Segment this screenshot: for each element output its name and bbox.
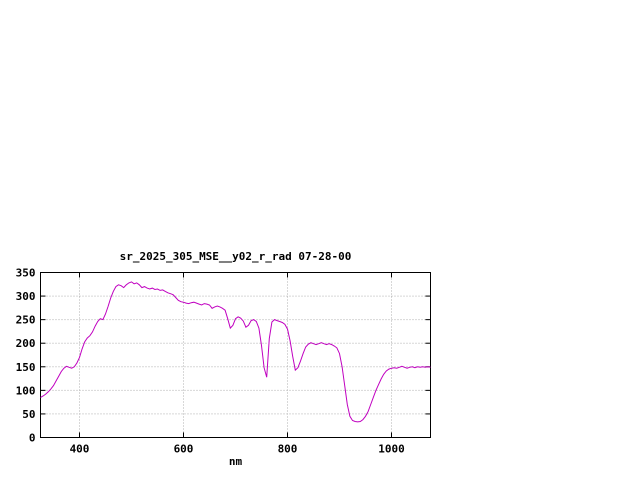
- y-tick-label: 150: [16, 361, 36, 374]
- y-tick-label: 250: [16, 314, 36, 327]
- x-tick-label: 600: [174, 443, 194, 456]
- x-axis-label: nm: [228, 455, 243, 468]
- x-tick-label: 400: [70, 443, 90, 456]
- x-tick-label: 800: [278, 443, 298, 456]
- y-tick-label: 300: [16, 290, 36, 303]
- series-line: [40, 281, 431, 423]
- y-tick-label: 350: [16, 267, 36, 280]
- y-tick-label: 0: [29, 432, 36, 445]
- y-tick-label: 200: [16, 337, 36, 350]
- chart-title: sr_2025_305_MSE__y02_r_rad 07-28-00: [119, 250, 352, 263]
- plot-border: [40, 272, 431, 438]
- x-tick-label: 1000: [378, 443, 405, 456]
- y-tick-label: 100: [16, 384, 36, 397]
- y-tick-label: 50: [22, 408, 35, 421]
